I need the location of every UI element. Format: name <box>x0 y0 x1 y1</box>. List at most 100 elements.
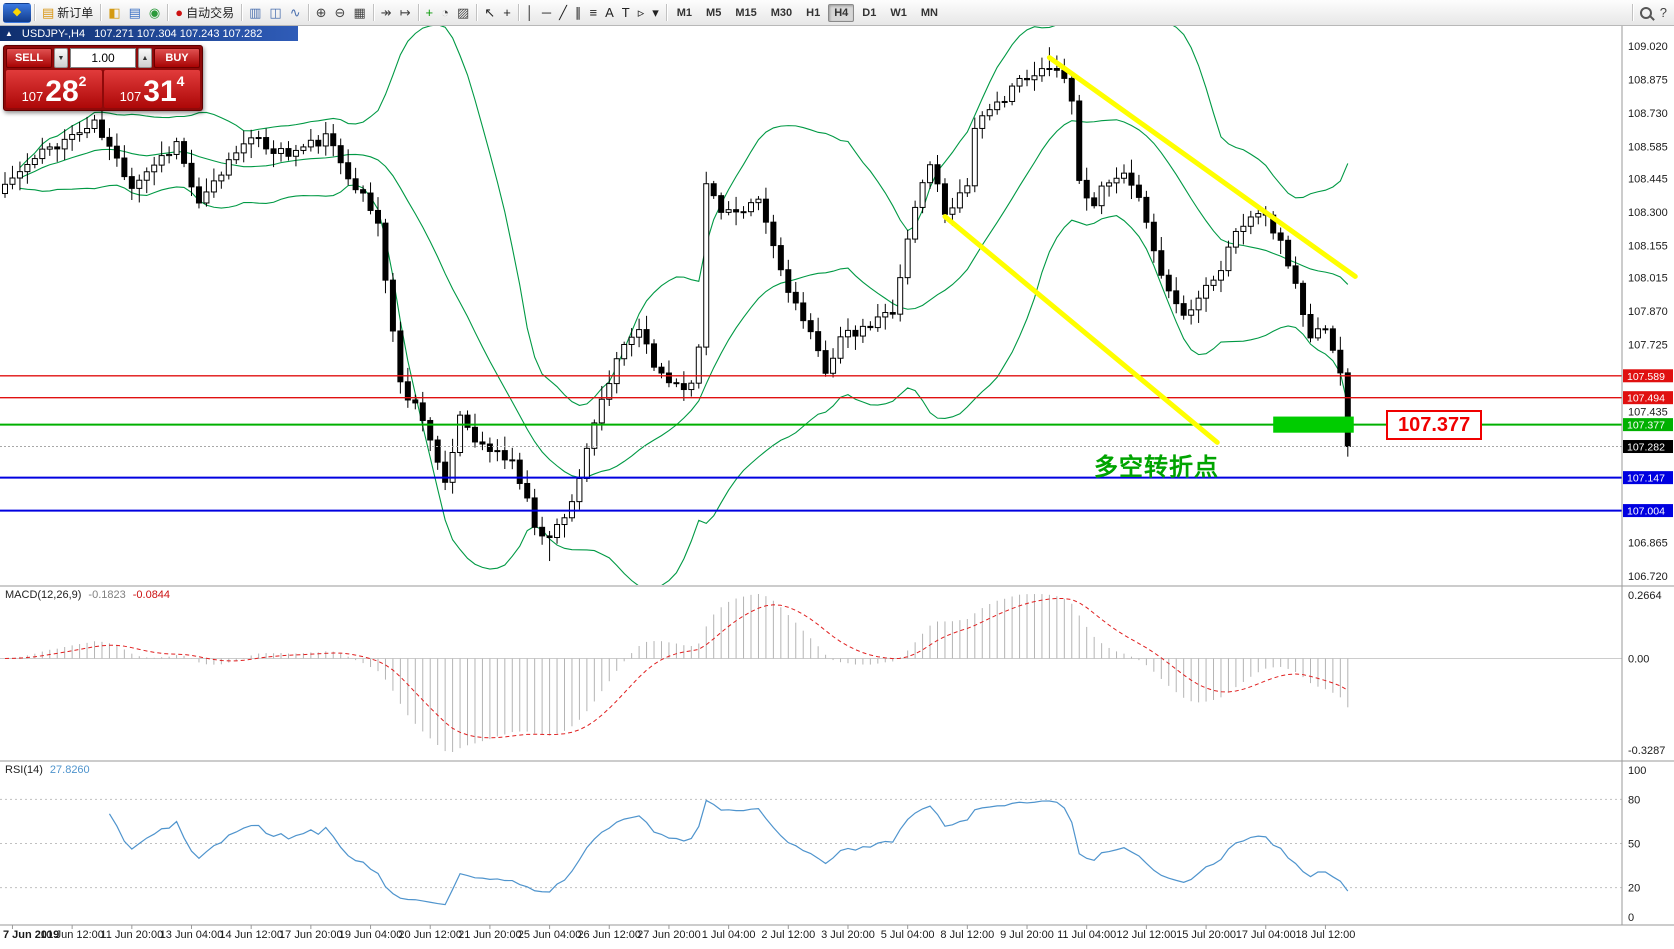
macd-label: MACD(12,26,9) -0.1823 -0.0844 <box>5 589 170 601</box>
yellow-trendline-2[interactable] <box>942 214 1220 445</box>
chart-shift-icon-glyph: ↦ <box>399 5 411 20</box>
volume-down-button[interactable]: ▼ <box>54 48 68 68</box>
price-callout-label[interactable]: 107.377 <box>1386 409 1483 440</box>
line-chart-icon[interactable]: ∿ <box>286 2 305 24</box>
svg-text:2 Jul 12:00: 2 Jul 12:00 <box>761 929 815 941</box>
timeframe-m30-button[interactable]: M30 <box>770 6 793 19</box>
strategy-tester-icon-glyph: ◉ <box>148 5 161 20</box>
history-center-icon[interactable]: ◧ <box>104 2 124 24</box>
svg-text:0: 0 <box>1628 912 1634 924</box>
main-toolbar: ◆ ▤ 新订单 ◧ ▤ ◉ ● 自动交易 ▥ ◫ ∿ ⊕ ⊖ ▦ ↠ ↦ + ◔ ▨ ↖ + │ ─ ╱ ∥ ≡ A T ▹ ▾ M1 M5 M… <box>0 0 1674 26</box>
svg-text:50: 50 <box>1628 839 1640 851</box>
bollinger-bands <box>19 26 1349 585</box>
vertical-line-icon[interactable]: │ <box>522 2 538 24</box>
autotrading-button[interactable]: ● 自动交易 <box>171 2 238 24</box>
fibonacci-icon[interactable]: ≡ <box>585 2 601 24</box>
autotrading-button-glyph: ● <box>175 5 184 20</box>
crosshair-icon[interactable]: + <box>499 2 515 24</box>
rsi-indicator <box>0 798 1622 906</box>
new-order-button[interactable]: ▤ 新订单 <box>38 2 97 24</box>
toolbar-separator <box>372 4 374 21</box>
timeframe-mn-button[interactable]: MN <box>920 6 938 19</box>
svg-text:10 Jun 12:00: 10 Jun 12:00 <box>40 929 104 941</box>
buy-price-pips: 31 <box>143 75 177 109</box>
buy-price-point: 4 <box>176 73 185 89</box>
strategy-tester-icon[interactable]: ◉ <box>145 2 164 24</box>
global-variables-icon[interactable]: ▤ <box>125 2 145 24</box>
toolbar-separator <box>241 4 243 21</box>
svg-text:13 Jun 04:00: 13 Jun 04:00 <box>160 929 224 941</box>
sell-button[interactable]: SELL <box>6 48 52 68</box>
one-click-trading-panel: SELL ▼ ▲ BUY 107 28 2 107 31 4 <box>3 45 203 111</box>
rsi-label: RSI(14) 27.8260 <box>5 764 90 776</box>
macd-signal-value: -0.0844 <box>132 589 171 601</box>
templates-icon[interactable]: ▨ <box>453 2 473 24</box>
equidistant-channel-icon[interactable]: ∥ <box>571 2 586 24</box>
help-icon[interactable]: ? <box>1656 2 1671 24</box>
svg-text:17 Jun 20:00: 17 Jun 20:00 <box>279 929 343 941</box>
templates-icon-glyph: ▨ <box>457 5 470 20</box>
svg-text:25 Jun 04:00: 25 Jun 04:00 <box>518 929 582 941</box>
timeframe-m1-button[interactable]: M1 <box>676 6 693 19</box>
yellow-trendline-1[interactable] <box>1046 55 1358 279</box>
zoom-out-icon[interactable]: ⊖ <box>331 2 350 24</box>
periods-icon-glyph: ◔ <box>441 5 449 20</box>
bar-chart-icon[interactable]: ▥ <box>245 2 265 24</box>
candlestick-chart-icon[interactable]: ◫ <box>265 2 285 24</box>
help-icon-glyph: ? <box>1659 5 1667 20</box>
text-icon[interactable]: A <box>601 2 618 24</box>
horizontal-line-icon[interactable]: ─ <box>538 2 555 24</box>
app-icon[interactable]: ◆ <box>3 2 31 23</box>
horizontal-line-icon-glyph: ─ <box>541 5 552 20</box>
tile-windows-icon-glyph: ▦ <box>353 5 366 20</box>
sell-price-pips: 28 <box>45 75 79 109</box>
zoom-out-icon-glyph: ⊖ <box>334 5 346 20</box>
support-zone-rectangle[interactable] <box>1273 416 1354 433</box>
toolbar-separator <box>417 4 419 21</box>
timeframe-w1-button[interactable]: W1 <box>890 6 907 19</box>
volume-up-button[interactable]: ▲ <box>138 48 152 68</box>
chart-shift-icon[interactable]: ↦ <box>396 2 415 24</box>
svg-text:108.155: 108.155 <box>1628 240 1668 252</box>
tile-windows-icon[interactable]: ▦ <box>349 2 369 24</box>
svg-text:20 Jun 12:00: 20 Jun 12:00 <box>398 929 462 941</box>
sell-price-display[interactable]: 107 28 2 <box>6 70 102 108</box>
timeframe-h4-button[interactable]: H4 <box>828 3 855 22</box>
svg-text:18 Jul 12:00: 18 Jul 12:00 <box>1295 929 1355 941</box>
timeframe-m15-button[interactable]: M15 <box>735 6 757 19</box>
svg-text:11 Jun 20:00: 11 Jun 20:00 <box>100 929 163 941</box>
turning-point-note[interactable]: 多空转折点 <box>1094 454 1219 482</box>
auto-scroll-icon[interactable]: ↠ <box>377 2 396 24</box>
indicators-icon[interactable]: + <box>422 2 438 24</box>
cursor-icon[interactable]: ↖ <box>480 2 499 24</box>
svg-text:26 Jun 12:00: 26 Jun 12:00 <box>577 929 641 941</box>
volume-input[interactable] <box>70 48 136 68</box>
timeframe-d1-button[interactable]: D1 <box>862 6 877 19</box>
app-icon-glyph: ◆ <box>12 6 22 18</box>
timeframe-h1-button[interactable]: H1 <box>806 6 821 19</box>
buy-button[interactable]: BUY <box>154 48 200 68</box>
buy-price-display[interactable]: 107 31 4 <box>104 70 200 108</box>
svg-text:17 Jul 04:00: 17 Jul 04:00 <box>1236 929 1296 941</box>
svg-text:107.377: 107.377 <box>1627 420 1665 432</box>
trade-prices-row: 107 28 2 107 31 4 <box>6 70 200 108</box>
arrows-icon[interactable]: ▹ <box>634 2 649 24</box>
svg-text:19 Jun 04:00: 19 Jun 04:00 <box>339 929 403 941</box>
trendline-icon[interactable]: ╱ <box>555 2 571 24</box>
zoom-in-icon[interactable]: ⊕ <box>312 2 331 24</box>
collapse-one-click-icon[interactable]: ▲ <box>5 29 13 38</box>
objects-dropdown-icon[interactable]: ▾ <box>648 2 663 24</box>
svg-text:7 Jun 2019: 7 Jun 2019 <box>3 929 59 941</box>
search-icon[interactable] <box>1636 2 1656 24</box>
rsi-value: 27.8260 <box>49 764 90 776</box>
svg-text:15 Jul 20:00: 15 Jul 20:00 <box>1176 929 1236 941</box>
svg-text:108.445: 108.445 <box>1628 174 1668 186</box>
text-label-icon[interactable]: T <box>618 2 634 24</box>
timeframe-m5-button[interactable]: M5 <box>706 6 722 19</box>
svg-text:106.720: 106.720 <box>1628 571 1668 583</box>
autotrading-button-label: 自动交易 <box>186 6 235 20</box>
periods-icon[interactable]: ◔ <box>437 2 453 24</box>
svg-text:9 Jul 20:00: 9 Jul 20:00 <box>1000 929 1054 941</box>
